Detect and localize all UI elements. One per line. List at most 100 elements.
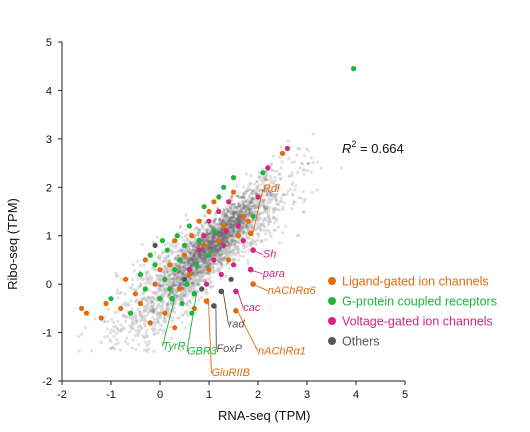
- background-point: [226, 220, 230, 224]
- background-point: [234, 210, 237, 214]
- background-point: [225, 205, 229, 209]
- background-point: [245, 225, 249, 229]
- background-point: [168, 269, 172, 273]
- background-point: [231, 240, 235, 244]
- background-point: [222, 239, 226, 243]
- background-point: [279, 166, 283, 170]
- background-point: [89, 349, 94, 353]
- background-point: [194, 278, 198, 282]
- background-point: [218, 253, 222, 257]
- background-point: [176, 268, 180, 272]
- background-point: [207, 245, 211, 249]
- background-point: [245, 199, 249, 203]
- background-point: [204, 239, 208, 242]
- background-point: [201, 238, 205, 242]
- background-point: [235, 218, 239, 222]
- background-point: [179, 282, 182, 286]
- background-point: [228, 210, 232, 214]
- background-point: [174, 243, 178, 247]
- background-point: [230, 240, 234, 244]
- background-point: [195, 259, 199, 263]
- background-point: [241, 219, 245, 224]
- background-point: [143, 309, 147, 313]
- background-point: [163, 288, 168, 292]
- background-point: [203, 259, 207, 263]
- background-point: [219, 261, 222, 264]
- background-point: [252, 239, 256, 243]
- background-point: [199, 275, 203, 279]
- background-point: [174, 273, 178, 277]
- background-point: [219, 231, 223, 235]
- background-point: [136, 333, 140, 338]
- gpcr-point: [194, 262, 200, 268]
- background-point: [216, 233, 220, 237]
- background-point: [201, 258, 205, 263]
- background-point: [209, 248, 213, 252]
- background-point: [192, 271, 196, 275]
- background-point: [279, 145, 283, 149]
- background-point: [230, 223, 234, 227]
- background-point: [207, 223, 211, 227]
- background-point: [161, 301, 165, 305]
- background-point: [226, 220, 231, 224]
- background-point: [131, 315, 135, 319]
- background-point: [246, 204, 250, 208]
- background-point: [224, 236, 228, 240]
- background-point: [239, 207, 243, 211]
- background-point: [225, 234, 229, 238]
- background-point: [226, 251, 230, 255]
- background-point: [237, 220, 240, 224]
- background-point: [191, 282, 195, 286]
- background-point: [200, 257, 204, 261]
- background-point: [229, 217, 233, 221]
- background-point: [149, 299, 153, 303]
- background-point: [178, 281, 182, 285]
- background-point: [192, 255, 196, 259]
- background-point: [238, 209, 242, 213]
- background-point: [265, 190, 270, 194]
- background-point: [213, 252, 217, 256]
- background-point: [249, 201, 253, 205]
- background-point: [169, 278, 173, 283]
- background-point: [211, 234, 214, 238]
- background-point: [205, 245, 210, 249]
- background-point: [183, 310, 187, 314]
- background-point: [263, 205, 267, 209]
- background-point: [212, 234, 216, 238]
- background-point: [211, 246, 215, 250]
- r-squared-r: R: [342, 141, 351, 156]
- background-point: [201, 265, 206, 270]
- background-point: [191, 296, 195, 300]
- background-point: [188, 244, 193, 248]
- background-point: [217, 233, 221, 237]
- background-point: [220, 213, 224, 217]
- background-point: [168, 279, 172, 283]
- background-point: [237, 218, 241, 222]
- background-point: [147, 288, 151, 292]
- background-point: [218, 245, 222, 249]
- ligand-point: [147, 320, 153, 326]
- background-point: [208, 264, 212, 268]
- background-point: [203, 279, 207, 283]
- background-point: [303, 197, 307, 201]
- background-point: [196, 270, 200, 274]
- background-point: [164, 288, 168, 292]
- background-point: [256, 226, 260, 230]
- background-point: [242, 200, 246, 204]
- background-point: [165, 307, 169, 312]
- background-point: [138, 310, 142, 314]
- background-point: [216, 248, 220, 252]
- background-point: [215, 253, 219, 257]
- background-point: [222, 250, 226, 254]
- background-point: [213, 235, 217, 239]
- background-point: [152, 321, 157, 325]
- background-point: [214, 248, 218, 252]
- background-point: [235, 212, 239, 216]
- background-point: [196, 259, 200, 263]
- background-point: [212, 268, 216, 273]
- background-point: [191, 248, 195, 252]
- background-point: [240, 218, 244, 222]
- background-point: [267, 228, 271, 233]
- background-point: [246, 223, 250, 228]
- background-point: [182, 265, 186, 269]
